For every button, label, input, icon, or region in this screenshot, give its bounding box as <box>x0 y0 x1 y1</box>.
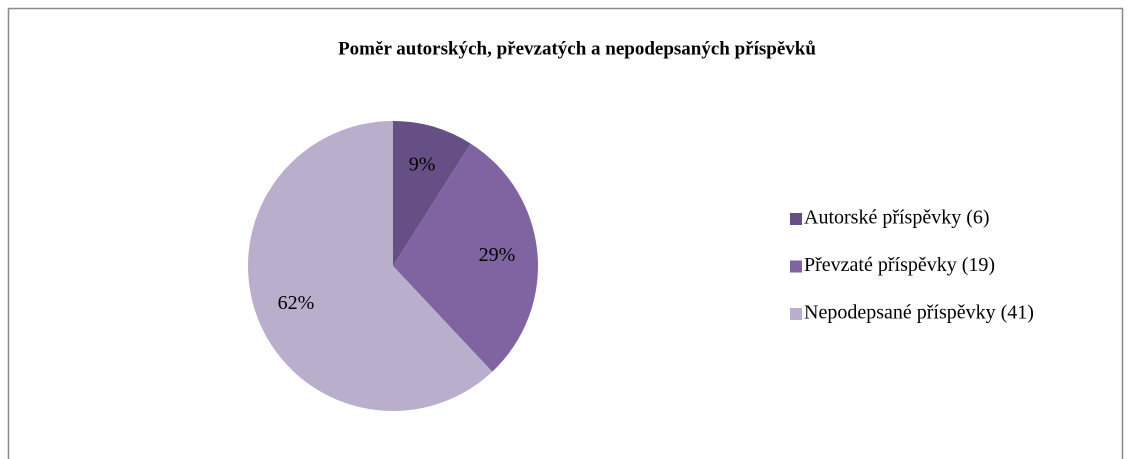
pie-slice <box>247 120 493 411</box>
legend-label: Nepodepsané příspěvky (41) <box>804 302 1034 324</box>
chart-border <box>7 7 1124 459</box>
pie-slice <box>393 143 538 372</box>
legend-label: Autorské příspěvky (6) <box>804 207 990 229</box>
data-label: 62% <box>278 292 315 314</box>
legend-swatch <box>790 308 802 320</box>
pie-slice <box>393 121 471 266</box>
data-label: 29% <box>479 244 516 266</box>
legend-swatch <box>790 260 802 273</box>
legend-label: Převzaté příspěvky (19) <box>804 254 995 276</box>
legend-swatch <box>790 213 802 225</box>
data-label: 9% <box>409 153 436 175</box>
chart-title: Poměr autorských, převzatých a nepodepsa… <box>338 38 816 59</box>
